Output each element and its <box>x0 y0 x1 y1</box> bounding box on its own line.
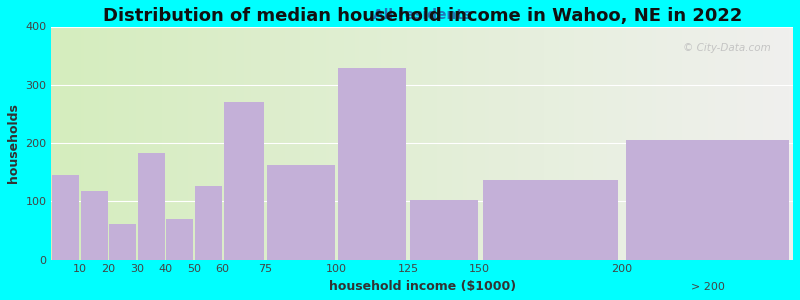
Bar <box>52 175 79 260</box>
Bar <box>195 186 222 260</box>
Bar <box>81 191 108 260</box>
Bar <box>110 224 136 260</box>
Text: © City-Data.com: © City-Data.com <box>683 43 771 53</box>
Bar <box>138 153 165 260</box>
X-axis label: household income ($1000): household income ($1000) <box>329 280 516 293</box>
Bar <box>166 219 194 260</box>
Bar <box>483 180 618 260</box>
Bar <box>267 165 335 260</box>
Title: Distribution of median household income in Wahoo, NE in 2022: Distribution of median household income … <box>102 7 742 25</box>
Text: All residents: All residents <box>373 8 471 22</box>
Bar <box>338 68 406 260</box>
Text: > 200: > 200 <box>690 282 725 292</box>
Bar <box>626 140 789 260</box>
Bar <box>224 102 264 260</box>
Bar <box>410 200 478 260</box>
Y-axis label: households: households <box>7 103 20 183</box>
